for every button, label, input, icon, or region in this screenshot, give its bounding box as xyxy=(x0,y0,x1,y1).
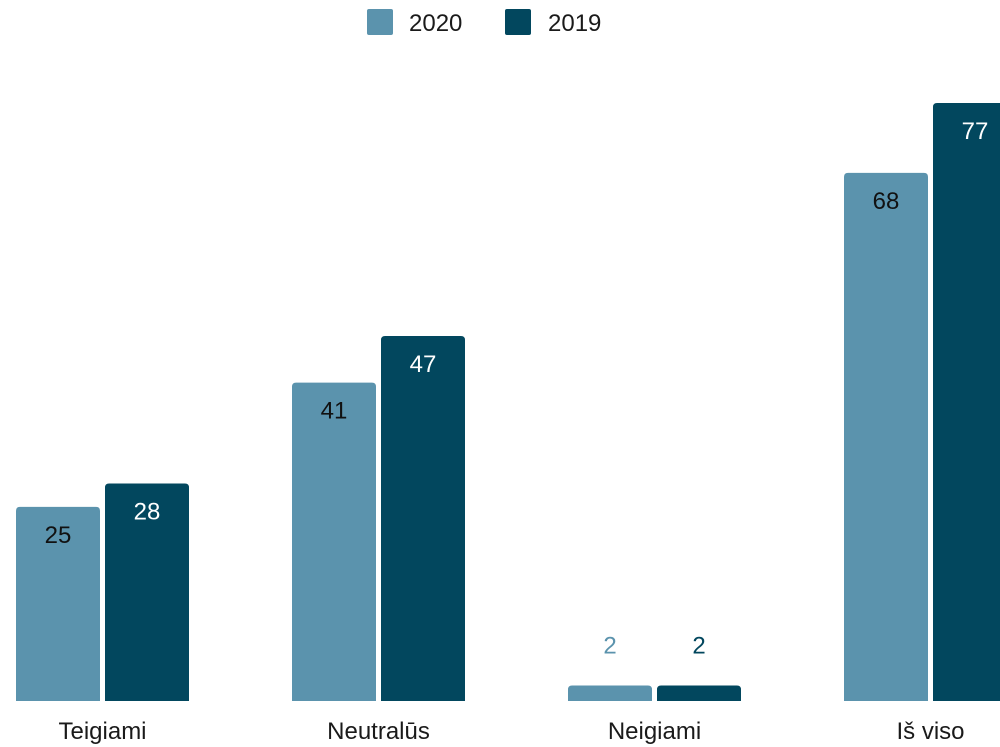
bar-2019-1 xyxy=(381,335,465,701)
value-label-2019-2: 2 xyxy=(692,632,705,659)
bar-2019-2 xyxy=(657,685,741,701)
bars xyxy=(16,103,1000,701)
value-label-2020-1: 41 xyxy=(321,398,348,425)
category-label-0: Teigiami xyxy=(58,718,146,745)
category-label-1: Neutralūs xyxy=(327,718,430,745)
bar-2020-0 xyxy=(16,506,100,701)
value-label-2019-3: 77 xyxy=(962,118,989,145)
value-label-2020-0: 25 xyxy=(45,522,72,549)
value-label-2019-1: 47 xyxy=(410,351,437,378)
category-label-3: Iš viso xyxy=(896,718,964,745)
category-labels: Teigiami Neutralūs Neigiami Iš viso xyxy=(58,718,964,745)
legend-label-2019: 2019 xyxy=(548,10,601,37)
bar-2019-3 xyxy=(933,103,1000,701)
bar-2020-1 xyxy=(292,382,376,701)
value-label-2019-0: 28 xyxy=(134,499,161,526)
value-labels: 25 28 41 47 2 2 68 77 xyxy=(45,118,989,659)
legend-swatch-2019 xyxy=(505,9,531,35)
value-label-2020-2: 2 xyxy=(603,632,616,659)
legend-label-2020: 2020 xyxy=(409,10,462,37)
legend: 2020 2019 xyxy=(367,9,601,37)
bar-2019-0 xyxy=(105,483,189,701)
bar-2020-2 xyxy=(568,685,652,701)
legend-swatch-2020 xyxy=(367,9,393,35)
bar-2020-3 xyxy=(844,172,928,701)
category-label-2: Neigiami xyxy=(608,718,701,745)
value-label-2020-3: 68 xyxy=(873,188,900,215)
